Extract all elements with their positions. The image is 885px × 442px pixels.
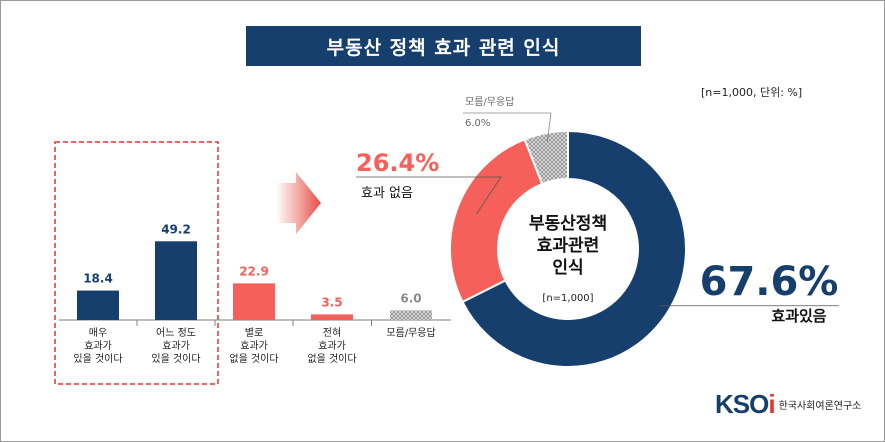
slice-name-label: 효과있음 xyxy=(771,307,826,325)
bar-category-label: 효과가 xyxy=(84,340,112,352)
bar-value-label: 3.5 xyxy=(321,295,342,309)
bar xyxy=(77,290,119,320)
bar-value-label: 22.9 xyxy=(239,264,269,278)
page-title: 부동산 정책 효과 관련 인식 xyxy=(246,26,641,66)
bar-category-label: 있을 것이다 xyxy=(73,353,122,365)
donut-slice xyxy=(449,137,544,304)
bar-category-label: 전혀 xyxy=(323,327,341,339)
donut-slice xyxy=(461,129,687,368)
ksoi-logo: KSOi 한국사회여론연구소 xyxy=(715,389,861,420)
donut-center-title: 부동산정책 xyxy=(529,214,607,234)
donut-slice xyxy=(523,129,569,186)
slice-percent-label: 26.4% xyxy=(356,149,439,177)
bar-category-label: 별로 xyxy=(245,327,263,339)
bar xyxy=(233,283,275,320)
donut-center-note: [n=1,000] xyxy=(542,293,593,304)
leader-line xyxy=(463,112,552,141)
bar xyxy=(311,314,353,320)
slice-name-label: 모름/무응답 xyxy=(465,96,514,108)
bar-category-label: 매우 xyxy=(89,327,107,339)
bar-category-label: 어느 정도 xyxy=(156,327,196,339)
donut-center-title: 인식 xyxy=(552,258,583,278)
slice-percent-label: 6.0% xyxy=(465,118,490,129)
bar-category-label: 효과가 xyxy=(240,340,268,352)
slice-name-label: 효과 없음 xyxy=(361,186,413,201)
bar-category-label: 있을 것이다 xyxy=(151,353,200,365)
bar-value-label: 18.4 xyxy=(83,272,113,286)
bar xyxy=(390,310,432,320)
bar-category-label: 없을 것이다 xyxy=(307,352,356,365)
leader-line xyxy=(356,176,502,215)
sample-size-note: [n=1,000, 단위: %] xyxy=(701,86,803,99)
donut-center-title: 효과관련 xyxy=(537,236,600,256)
bar-category-label: 효과가 xyxy=(318,340,346,352)
slice-percent-label: 67.6% xyxy=(700,259,839,305)
logo-text: 한국사회여론연구소 xyxy=(778,401,862,412)
bar-category-label: 모름/무응답 xyxy=(386,327,435,339)
highlight-box xyxy=(54,141,219,385)
bar-value-label: 49.2 xyxy=(161,222,191,236)
bar xyxy=(155,241,197,320)
bar-category-label: 효과가 xyxy=(162,340,190,352)
bar-value-label: 6.0 xyxy=(400,291,421,305)
bar-category-label: 없을 것이다 xyxy=(229,352,278,365)
arrow-icon xyxy=(276,172,321,234)
logo-mark: KSOi xyxy=(715,389,776,419)
